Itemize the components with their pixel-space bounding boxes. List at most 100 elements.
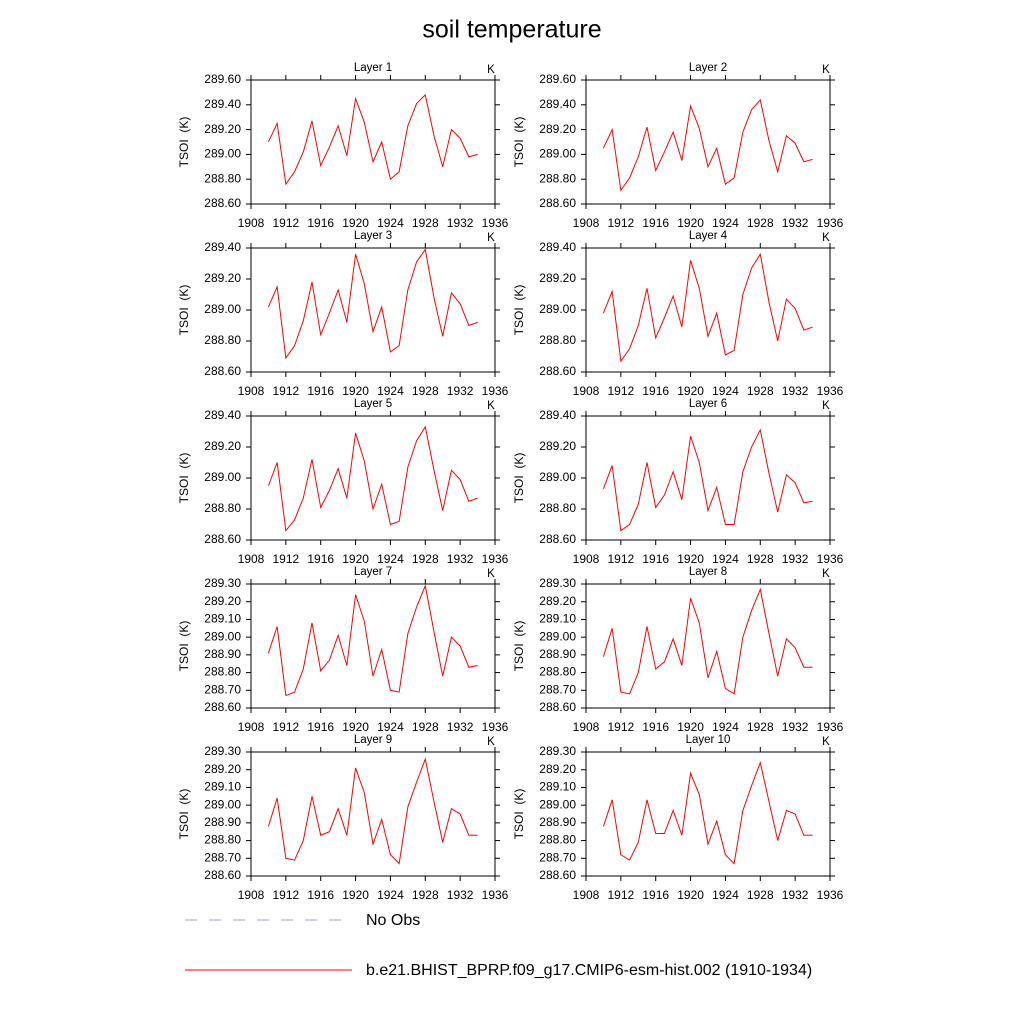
y-tick-label: 289.20 (539, 122, 576, 136)
panel-title: Layer 4 (689, 230, 728, 242)
y-tick-label: 289.60 (204, 72, 241, 86)
y-axis-label: TSOI (K) (512, 789, 526, 840)
x-tick-label: 1908 (238, 216, 265, 230)
y-tick-label: 288.90 (204, 647, 241, 661)
y-tick-label: 289.30 (204, 576, 241, 590)
y-tick-label: 288.80 (539, 833, 576, 847)
y-tick-label: 288.60 (539, 532, 576, 546)
y-tick-label: 289.40 (539, 408, 576, 422)
y-tick-label: 288.70 (539, 682, 576, 696)
y-tick-label: 289.20 (539, 594, 576, 608)
x-tick-label: 1908 (238, 888, 265, 902)
data-line (267, 93, 478, 186)
x-tick-label: 1916 (307, 720, 334, 734)
plot-frame (585, 247, 831, 373)
y-tick-label: 288.80 (204, 333, 241, 347)
x-tick-label: 1920 (677, 384, 704, 398)
x-tick-label: 1936 (817, 720, 844, 734)
y-tick-label: 289.20 (204, 439, 241, 453)
data-line (602, 587, 813, 695)
units-label: K (487, 64, 495, 76)
x-tick-label: 1928 (412, 552, 439, 566)
y-axis-label: TSOI (K) (177, 453, 191, 504)
x-tick-label: 1932 (447, 888, 474, 902)
x-tick-label: 1932 (782, 384, 809, 398)
x-tick-label: 1932 (447, 216, 474, 230)
plot-frame (250, 583, 496, 709)
x-tick-label: 1936 (482, 720, 509, 734)
units-label: K (822, 568, 830, 580)
x-tick-label: 1916 (307, 888, 334, 902)
x-tick-label: 1936 (817, 888, 844, 902)
y-tick-label: 289.00 (204, 302, 241, 316)
x-tick-label: 1920 (342, 384, 369, 398)
x-tick-label: 1908 (238, 384, 265, 398)
y-tick-label: 288.90 (539, 647, 576, 661)
y-axis-label: TSOI (K) (512, 621, 526, 672)
x-tick-label: 1908 (573, 720, 600, 734)
x-tick-label: 1916 (642, 552, 669, 566)
y-tick-label: 288.60 (204, 364, 241, 378)
panel-title: Layer 10 (686, 734, 731, 746)
panel-title: Layer 7 (354, 566, 392, 578)
x-tick-label: 1908 (238, 720, 265, 734)
y-tick-label: 288.70 (204, 850, 241, 864)
plot-frame (250, 247, 496, 373)
data-line (267, 584, 478, 697)
y-axis-label: TSOI (K) (512, 453, 526, 504)
x-tick-label: 1932 (447, 720, 474, 734)
x-tick-label: 1916 (642, 720, 669, 734)
units-label: K (487, 568, 495, 580)
y-tick-label: 288.80 (539, 171, 576, 185)
x-tick-label: 1908 (573, 552, 600, 566)
x-tick-label: 1908 (573, 216, 600, 230)
x-tick-label: 1936 (482, 552, 509, 566)
y-axis-label: TSOI (K) (177, 117, 191, 168)
x-tick-label: 1916 (307, 552, 334, 566)
x-tick-label: 1928 (412, 888, 439, 902)
y-tick-label: 289.20 (539, 271, 576, 285)
x-tick-label: 1936 (817, 384, 844, 398)
y-tick-label: 289.00 (539, 797, 576, 811)
x-tick-label: 1924 (712, 216, 739, 230)
x-tick-label: 1928 (412, 384, 439, 398)
data-line (602, 98, 813, 192)
y-tick-label: 288.80 (204, 171, 241, 185)
x-tick-label: 1928 (747, 888, 774, 902)
x-tick-label: 1936 (482, 216, 509, 230)
panel-title: Layer 9 (354, 734, 392, 746)
data-line (602, 252, 813, 363)
plot-frame (250, 79, 496, 205)
y-tick-label: 289.00 (539, 629, 576, 643)
y-axis-label: TSOI (K) (512, 285, 526, 336)
plot-frame (585, 415, 831, 541)
x-tick-label: 1912 (273, 384, 300, 398)
x-tick-label: 1932 (782, 552, 809, 566)
x-tick-label: 1932 (782, 888, 809, 902)
x-tick-label: 1920 (677, 552, 704, 566)
y-tick-label: 289.20 (204, 271, 241, 285)
legend-label: No Obs (366, 912, 420, 929)
x-tick-label: 1912 (608, 216, 635, 230)
y-tick-label: 289.10 (539, 612, 576, 626)
y-tick-label: 288.70 (204, 682, 241, 696)
x-tick-label: 1908 (573, 888, 600, 902)
y-tick-label: 289.40 (539, 240, 576, 254)
y-tick-label: 288.70 (539, 850, 576, 864)
y-tick-label: 289.40 (204, 408, 241, 422)
y-tick-label: 288.60 (204, 868, 241, 882)
units-label: K (822, 400, 830, 412)
plot-frame (585, 79, 831, 205)
x-tick-label: 1928 (747, 552, 774, 566)
x-tick-label: 1936 (482, 384, 509, 398)
y-tick-label: 289.20 (539, 762, 576, 776)
y-axis-label: TSOI (K) (512, 117, 526, 168)
plot-frame (585, 583, 831, 709)
y-tick-label: 288.60 (539, 700, 576, 714)
y-tick-label: 289.10 (204, 612, 241, 626)
y-tick-label: 288.60 (204, 700, 241, 714)
data-line (602, 428, 813, 532)
panel-title: Layer 8 (689, 566, 727, 578)
x-tick-label: 1916 (642, 888, 669, 902)
